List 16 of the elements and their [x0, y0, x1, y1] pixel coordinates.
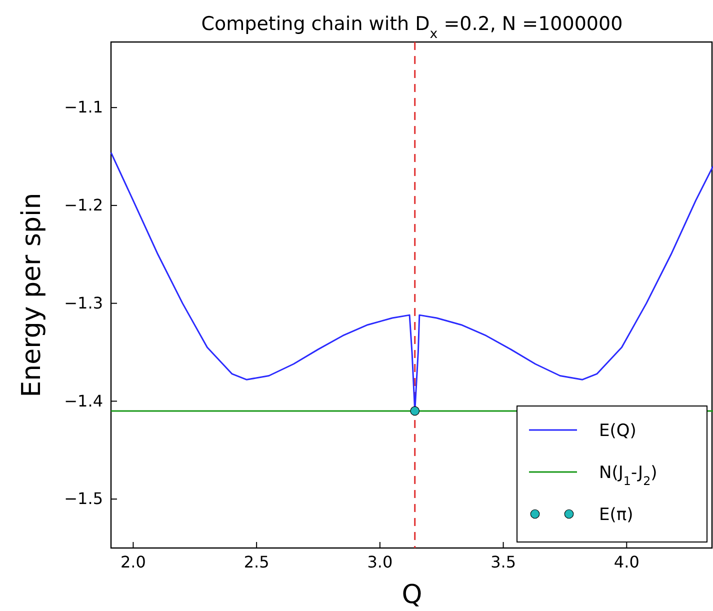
x-tick-label: 2.0	[120, 552, 146, 572]
legend-label: E(Q)	[599, 421, 636, 441]
y-tick-label: −1.2	[64, 196, 103, 215]
x-tick-label: 3.0	[367, 552, 393, 572]
legend-label: E(π)	[599, 505, 634, 525]
y-tick-label: −1.4	[64, 391, 103, 410]
x-tick-label: 4.0	[614, 552, 640, 572]
y-tick-label: −1.3	[64, 293, 103, 312]
y-tick-label: −1.1	[64, 98, 103, 117]
x-tick-label: 2.5	[244, 552, 270, 572]
y-tick-label: −1.5	[64, 489, 103, 508]
legend-label: N(J$_{1}$-J$_{2}$)	[599, 463, 658, 488]
x-tick-label: 3.5	[490, 552, 516, 572]
x-axis-title: Q	[402, 580, 422, 610]
y-axis-title: Energy per spin	[17, 192, 47, 398]
chart-title: Competing chain with D$_{x}$ =0.2, N =1000000	[201, 13, 623, 42]
